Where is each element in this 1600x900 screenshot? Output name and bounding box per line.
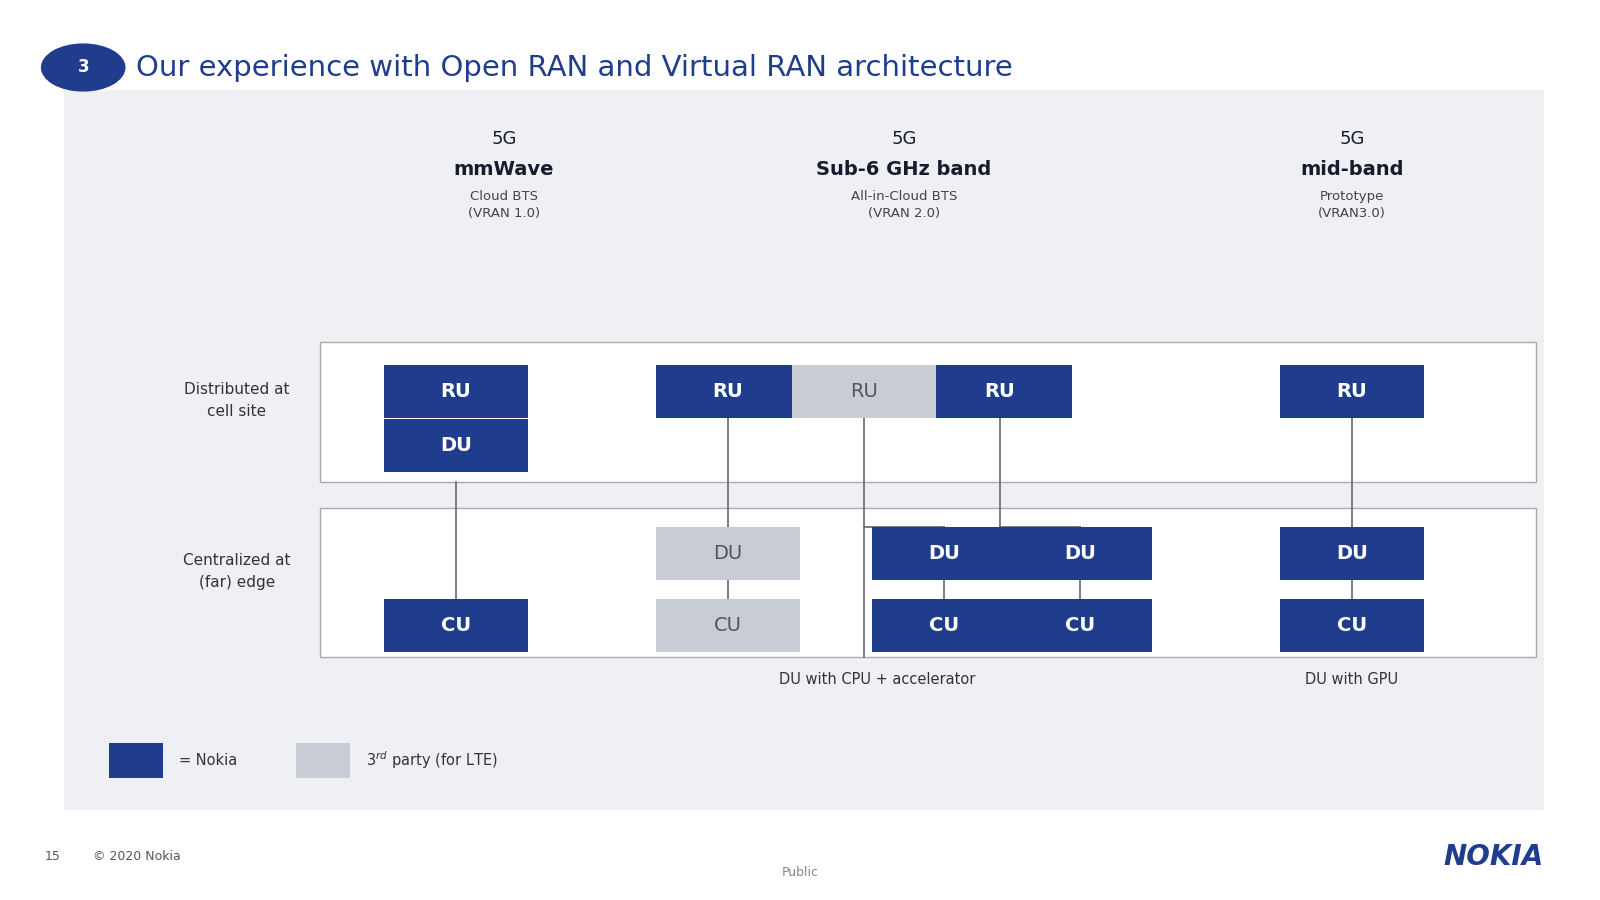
FancyBboxPatch shape [296, 743, 350, 778]
FancyBboxPatch shape [1008, 599, 1152, 652]
Text: © 2020 Nokia: © 2020 Nokia [93, 850, 181, 863]
Text: CU: CU [442, 616, 470, 635]
Text: CU: CU [1338, 616, 1366, 635]
Text: 15: 15 [45, 850, 61, 863]
Text: mmWave: mmWave [454, 159, 554, 179]
Text: (VRAN3.0): (VRAN3.0) [1318, 207, 1386, 220]
FancyBboxPatch shape [320, 342, 1536, 482]
Text: DU: DU [440, 436, 472, 455]
Text: CU: CU [714, 616, 742, 635]
Text: DU: DU [714, 544, 742, 563]
FancyBboxPatch shape [1008, 527, 1152, 580]
Text: RU: RU [712, 382, 744, 401]
Text: All-in-Cloud BTS: All-in-Cloud BTS [851, 190, 957, 203]
FancyBboxPatch shape [872, 599, 1016, 652]
Text: mid-band: mid-band [1301, 159, 1403, 179]
Text: DU with GPU: DU with GPU [1306, 672, 1398, 687]
Text: Distributed at
cell site: Distributed at cell site [184, 382, 290, 419]
Text: Public: Public [781, 867, 819, 879]
Text: (VRAN 2.0): (VRAN 2.0) [867, 207, 941, 220]
Text: Sub-6 GHz band: Sub-6 GHz band [816, 159, 992, 179]
FancyBboxPatch shape [384, 365, 528, 418]
FancyBboxPatch shape [109, 743, 163, 778]
FancyBboxPatch shape [384, 599, 528, 652]
FancyBboxPatch shape [320, 508, 1536, 657]
Text: DU: DU [1064, 544, 1096, 563]
Circle shape [42, 44, 125, 91]
Text: 5G: 5G [891, 130, 917, 148]
Text: NOKIA: NOKIA [1443, 842, 1544, 871]
FancyBboxPatch shape [384, 419, 528, 472]
Text: DU with CPU + accelerator: DU with CPU + accelerator [779, 672, 974, 687]
Text: CU: CU [930, 616, 958, 635]
Text: 3: 3 [77, 58, 90, 76]
FancyBboxPatch shape [1280, 365, 1424, 418]
Text: Our experience with Open RAN and Virtual RAN architecture: Our experience with Open RAN and Virtual… [136, 53, 1013, 82]
Text: RU: RU [1336, 382, 1368, 401]
FancyBboxPatch shape [656, 599, 800, 652]
FancyBboxPatch shape [792, 365, 936, 418]
Text: Prototype: Prototype [1320, 190, 1384, 203]
Text: RU: RU [850, 382, 878, 401]
FancyBboxPatch shape [928, 365, 1072, 418]
FancyBboxPatch shape [656, 365, 800, 418]
Text: 5G: 5G [1339, 130, 1365, 148]
FancyBboxPatch shape [1280, 599, 1424, 652]
Text: Centralized at
(far) edge: Centralized at (far) edge [182, 553, 291, 590]
FancyBboxPatch shape [1280, 527, 1424, 580]
Text: = Nokia: = Nokia [179, 753, 237, 768]
Text: DU: DU [928, 544, 960, 563]
Text: (VRAN 1.0): (VRAN 1.0) [467, 207, 541, 220]
Text: CU: CU [1066, 616, 1094, 635]
Text: DU: DU [1336, 544, 1368, 563]
FancyBboxPatch shape [872, 527, 1016, 580]
FancyBboxPatch shape [656, 527, 800, 580]
Text: RU: RU [984, 382, 1016, 401]
Text: 5G: 5G [491, 130, 517, 148]
Text: 3$^{rd}$ party (for LTE): 3$^{rd}$ party (for LTE) [366, 750, 498, 771]
Text: RU: RU [440, 382, 472, 401]
Text: Cloud BTS: Cloud BTS [470, 190, 538, 203]
FancyBboxPatch shape [64, 90, 1544, 810]
